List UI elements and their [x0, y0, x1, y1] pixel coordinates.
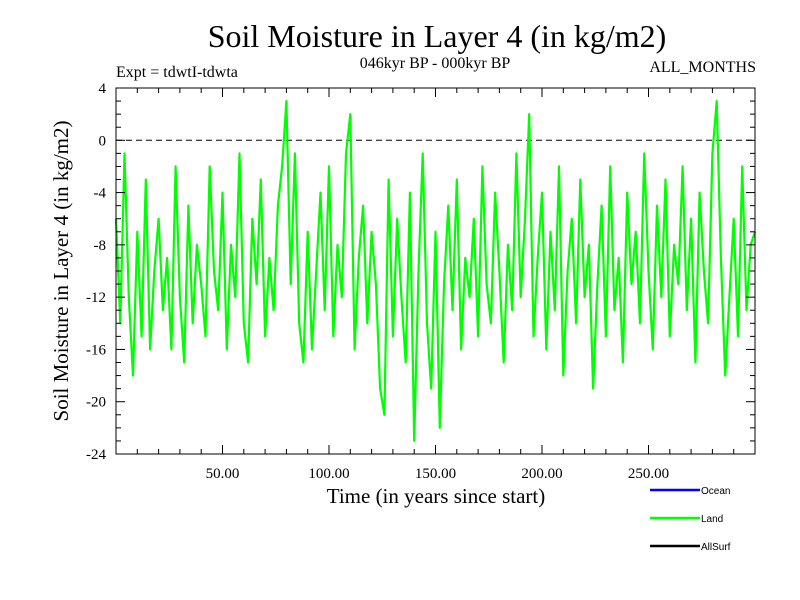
plot-area [114, 99, 757, 442]
x-tick-label: 150.00 [415, 466, 456, 482]
y-tick-label: -16 [86, 342, 106, 358]
y-tick-label: -24 [86, 447, 106, 463]
subtitle-months: ALL_MONTHS [649, 59, 756, 76]
legend: Ocean Land AllSurf [650, 486, 731, 553]
chart-title: Soil Moisture in Layer 4 (in kg/m2) [208, 18, 667, 54]
legend-label-ocean: Ocean [701, 486, 730, 497]
subtitle-period: 046kyr BP - 000kyr BP [360, 55, 511, 72]
x-tick-label: 250.00 [628, 466, 669, 482]
x-tick-label: 50.00 [206, 466, 240, 482]
legend-label-allsurf: AllSurf [701, 542, 731, 553]
axis-ticks [115, 87, 756, 455]
legend-label-land: Land [701, 514, 723, 525]
subtitle-experiment: Expt = tdwtI-tdwta [116, 64, 238, 81]
y-tick-label: 0 [99, 133, 107, 149]
x-tick-label: 100.00 [308, 466, 349, 482]
x-tick-label: 200.00 [521, 466, 562, 482]
y-tick-label: -4 [94, 186, 107, 202]
y-axis-label: Soil Moisture in Layer 4 (in kg/m2) [49, 121, 73, 422]
y-tick-label: -20 [86, 395, 106, 411]
y-tick-labels: 4 0 -4 -8 -12 -16 -20 -24 [86, 81, 107, 463]
y-tick-label: -12 [86, 290, 106, 306]
x-axis-label: Time (in years since start) [327, 484, 546, 508]
x-tick-labels: 50.00 100.00 150.00 200.00 250.00 [206, 466, 670, 482]
y-tick-label: 4 [99, 81, 107, 97]
y-tick-label: -8 [94, 238, 107, 254]
series-line-land [114, 99, 757, 442]
